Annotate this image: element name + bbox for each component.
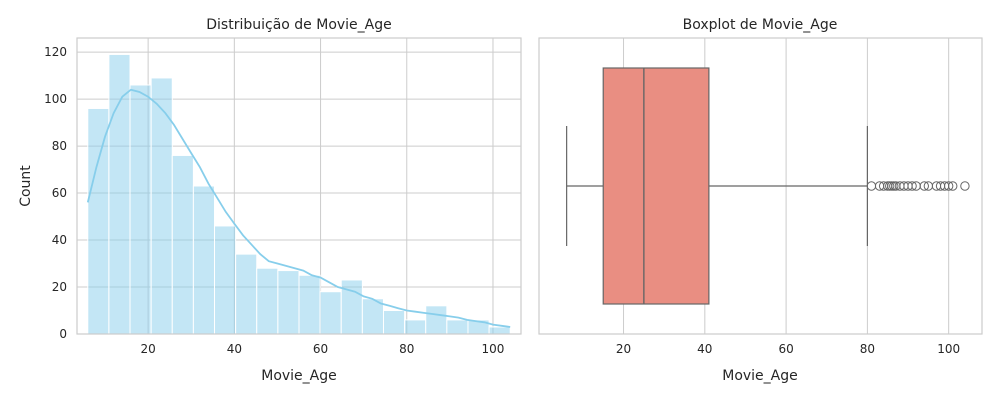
- histogram-y-ticks: 0 20 40 60 80 100 120: [44, 45, 67, 341]
- histogram-y-tick-label: 80: [52, 139, 67, 153]
- histogram-x-tick-label: 60: [313, 342, 328, 356]
- histogram-bar: [108, 53, 131, 335]
- histogram-bar: [446, 319, 469, 335]
- histogram-kde-line: [86, 88, 511, 328]
- histogram-y-tick-label: 40: [52, 233, 67, 247]
- histogram-y-tick-label: 100: [44, 92, 67, 106]
- boxplot-marks: [566, 67, 970, 305]
- histogram-y-tick-label: 120: [44, 45, 67, 59]
- histogram-bar: [382, 310, 406, 335]
- histogram-x-tick-label: 40: [227, 342, 242, 356]
- histogram-bar: [488, 326, 511, 335]
- histogram-bar: [319, 291, 342, 335]
- boxplot-x-ticks: 20 40 60 80 100: [616, 342, 960, 356]
- histogram-bar: [192, 185, 216, 335]
- histogram-chart: Distribuição de Movie_Age 20 40 60 80 100 0 2…: [18, 17, 522, 384]
- histogram-x-ticks: 20 40 60 80 100: [140, 342, 504, 356]
- histogram-bar: [171, 154, 194, 335]
- histogram-bars: [87, 53, 511, 335]
- boxplot-box: [602, 67, 710, 305]
- histogram-x-tick-label: 80: [399, 342, 414, 356]
- boxplot-x-label: Movie_Age: [722, 368, 798, 384]
- histogram-y-tick-label: 0: [59, 327, 67, 341]
- boxplot-outlier: [948, 181, 958, 191]
- histogram-y-tick-label: 20: [52, 280, 67, 294]
- histogram-title: Distribuição de Movie_Age: [206, 17, 392, 33]
- histogram-bar: [404, 319, 427, 335]
- histogram-bar: [298, 274, 321, 335]
- boxplot-outlier: [919, 181, 929, 191]
- histogram-y-label: Count: [18, 165, 34, 207]
- histogram-bar: [87, 107, 110, 335]
- histogram-bar: [150, 77, 173, 335]
- boxplot-chart: Boxplot de Movie_Age 20 40 60 80 100 Movie_A…: [538, 17, 983, 384]
- boxplot-outlier: [960, 181, 970, 191]
- histogram-y-tick-label: 60: [52, 186, 67, 200]
- histogram-x-tick-label: 100: [482, 342, 505, 356]
- histogram-bar: [129, 84, 152, 335]
- histogram-bar: [235, 253, 258, 335]
- boxplot-x-tick-label: 100: [937, 342, 960, 356]
- boxplot-x-tick-label: 80: [860, 342, 875, 356]
- histogram-frame: [76, 37, 522, 335]
- histogram-bar: [425, 305, 448, 335]
- histogram-bar: [256, 267, 279, 335]
- boxplot-outlier: [866, 181, 877, 191]
- boxplot-outlier: [907, 181, 917, 191]
- boxplot-title: Boxplot de Movie_Age: [683, 17, 838, 33]
- boxplot-x-tick-label: 40: [697, 342, 712, 356]
- histogram-x-tick-label: 20: [140, 342, 155, 356]
- boxplot-x-tick-label: 60: [778, 342, 793, 356]
- boxplot-frame: [538, 37, 983, 335]
- histogram-x-label: Movie_Age: [261, 368, 337, 384]
- boxplot-x-tick-label: 20: [616, 342, 631, 356]
- histogram-bar: [277, 270, 300, 335]
- histogram-bar: [214, 225, 237, 335]
- boxplot-outlier: [943, 181, 954, 191]
